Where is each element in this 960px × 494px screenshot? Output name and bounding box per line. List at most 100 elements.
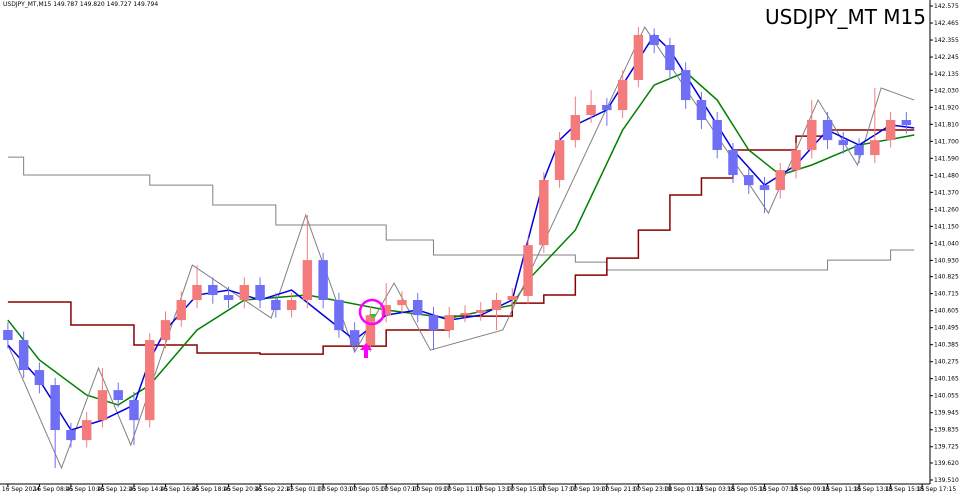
signal-circle [358, 298, 386, 326]
y-tick-label: 141.590 [934, 155, 959, 162]
y-tick-label: 141.150 [934, 223, 959, 230]
x-tick-label: 17 Sep 21:00 [601, 486, 641, 493]
candle-body [3, 329, 13, 341]
candle-body [586, 104, 596, 116]
candle-body [712, 119, 722, 150]
candle-body [491, 299, 502, 311]
candle-body [160, 320, 171, 341]
candle-body [570, 115, 581, 141]
y-tick-label: 139.835 [934, 427, 959, 434]
grid: 142.575 142.465 142.355 142.245 142.135 142.0… [2, 3, 959, 493]
y-tick-label: 139.620 [934, 460, 959, 467]
candle-body [97, 390, 108, 421]
y-tick-label: 140.385 [934, 342, 959, 349]
candle-body [696, 100, 707, 120]
info-text: USDJPY_MT,M15 149.787 149.820 149.727 14… [3, 1, 158, 8]
x-tick-label: 18 Sep 01:15 [664, 486, 704, 493]
candle-body [791, 149, 801, 171]
x-tick-label: 17 Sep 11:00 [443, 486, 483, 493]
candle-body [602, 104, 612, 111]
candle-body [66, 430, 76, 441]
candle-body [523, 245, 533, 296]
x-tick-label: 16 Sep 18:45 [191, 486, 231, 493]
candle-body [885, 119, 896, 141]
candle-body [208, 284, 218, 296]
candle-body [50, 385, 60, 431]
candle-body [476, 310, 486, 313]
y-tick-label: 141.810 [934, 121, 959, 128]
candle-body [381, 305, 391, 316]
x-tick-label: 17 Sep 13:00 [475, 486, 515, 493]
candle-body [807, 119, 817, 150]
candle-body [397, 299, 407, 306]
candle-body [822, 119, 833, 141]
x-tick-label: 17 Sep 01:00 [286, 486, 326, 493]
y-tick-label: 141.480 [934, 172, 959, 179]
y-tick-label: 142.355 [934, 37, 959, 44]
candle-body [775, 170, 785, 191]
candle-body [554, 140, 565, 180]
y-tick-label: 140.055 [934, 393, 959, 400]
candle-body [412, 299, 423, 316]
y-tick-label: 140.930 [934, 257, 959, 264]
y-tick-label: 140.495 [934, 325, 959, 332]
x-tick-label: 17 Sep 23:00 [632, 486, 672, 493]
y-tick-label: 142.030 [934, 87, 959, 94]
x-tick-label: 17 Sep 07:00 [380, 486, 420, 493]
buy-arrow [360, 343, 372, 358]
candle-body [81, 420, 92, 441]
candle-body [286, 299, 297, 311]
candle-body [460, 312, 470, 316]
candle-body [255, 284, 265, 300]
x-tick-label: 18 Sep 03:15 [695, 486, 735, 493]
candle-body [34, 370, 45, 386]
candle-body [18, 340, 29, 371]
y-tick-label: 142.245 [934, 54, 959, 61]
x-tick-label: 16 Sep 20:45 [223, 486, 263, 493]
chart-title: USDJPY_MT M15 [765, 5, 926, 29]
candle-body [665, 44, 675, 71]
candle-body [145, 340, 155, 421]
y-tick-label: 139.725 [934, 444, 959, 451]
candle-body [649, 34, 659, 45]
x-tick-label: 18 Sep 17:15 [916, 486, 956, 493]
candle-body [239, 284, 250, 300]
candle-body [539, 179, 549, 246]
candle-body [349, 330, 360, 346]
candle-body [728, 149, 738, 176]
signal-dot [369, 314, 377, 318]
candle-body [428, 315, 439, 331]
y-tick-label: 141.920 [934, 104, 959, 111]
x-tick-label: 16 Sep 12:45 [96, 486, 136, 493]
y-tick-label: 142.575 [934, 3, 959, 10]
candle-body [223, 295, 234, 300]
y-tick-label: 142.465 [934, 20, 959, 27]
y-tick-label: 141.260 [934, 206, 959, 213]
candle-body [854, 145, 864, 156]
candle-body [192, 284, 202, 300]
y-tick-label: 139.510 [934, 477, 959, 484]
candle-body [176, 299, 186, 321]
candle-body [838, 140, 849, 146]
candle-body [318, 260, 328, 300]
candle-body [271, 299, 281, 311]
candle-body [444, 315, 454, 331]
x-tick-label: 16 Sep 14:45 [128, 486, 168, 493]
candle-body [744, 175, 754, 186]
y-tick-label: 141.040 [934, 240, 959, 247]
x-tick-label: 16 Sep 10:45 [65, 486, 105, 493]
y-tick-label: 140.715 [934, 291, 959, 298]
indicator-line [7, 156, 915, 271]
candle-body [870, 140, 880, 156]
x-tick-label: 18 Sep 15:15 [885, 486, 925, 493]
candle-body [633, 34, 644, 80]
y-tick-label: 140.825 [934, 274, 959, 281]
candle-body [302, 260, 313, 300]
candle-body [901, 119, 912, 126]
x-tick-label: 17 Sep 17:00 [538, 486, 578, 493]
candle-body [113, 390, 123, 401]
x-tick-label: 17 Sep 15:00 [506, 486, 546, 493]
